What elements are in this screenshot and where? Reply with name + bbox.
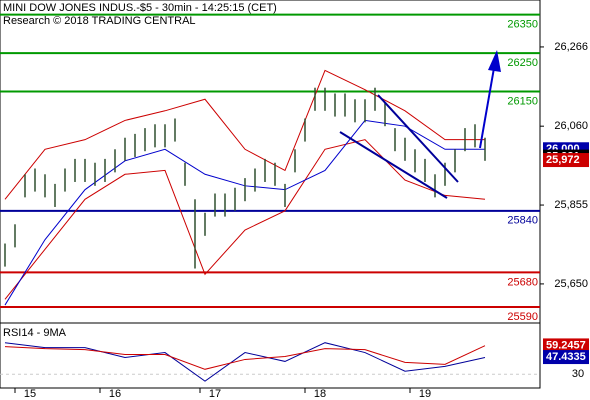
price-badge-label: 25,972 <box>546 154 580 166</box>
x-tick-label: 15 <box>24 388 36 400</box>
price-badge <box>543 350 589 365</box>
chart-title: MINI DOW JONES INDUS.-$5 - 30min - 14:25… <box>3 2 277 14</box>
y-tick-label: 26,060 <box>554 120 588 132</box>
overlay-line <box>4 139 486 300</box>
y-tick-label: 25,855 <box>554 199 588 211</box>
arrow-shaft <box>479 67 495 149</box>
x-tick-label: 18 <box>314 388 326 400</box>
level-label: 25680 <box>507 276 538 288</box>
level-label: 26250 <box>507 57 538 69</box>
trend-line <box>339 131 448 199</box>
trend-line <box>377 94 459 183</box>
rsi-line <box>4 342 486 382</box>
x-tick-label: 16 <box>109 388 121 400</box>
y-tick-label: 30 <box>572 368 584 380</box>
price-badge-label: 47.4335 <box>546 351 586 363</box>
arrow-head <box>488 50 501 72</box>
price-badge-label: 59.2457 <box>546 339 586 351</box>
x-tick-label: 17 <box>209 388 221 400</box>
price-badge <box>543 153 589 168</box>
y-tick-label: 26,266 <box>554 41 588 53</box>
chart-subtitle: Research © 2018 TRADING CENTRAL <box>3 15 196 27</box>
y-tick-label: 25,650 <box>554 278 588 290</box>
overlay-line <box>4 69 485 200</box>
level-label: 25840 <box>507 215 538 227</box>
price-badge <box>543 338 589 353</box>
level-label: 26350 <box>507 19 538 31</box>
rsi-line <box>4 345 486 370</box>
level-label: 25590 <box>507 311 538 323</box>
x-tick-label: 19 <box>419 388 431 400</box>
rsi-title: RSI14 - 9MA <box>3 327 67 339</box>
level-label: 26150 <box>507 95 538 107</box>
